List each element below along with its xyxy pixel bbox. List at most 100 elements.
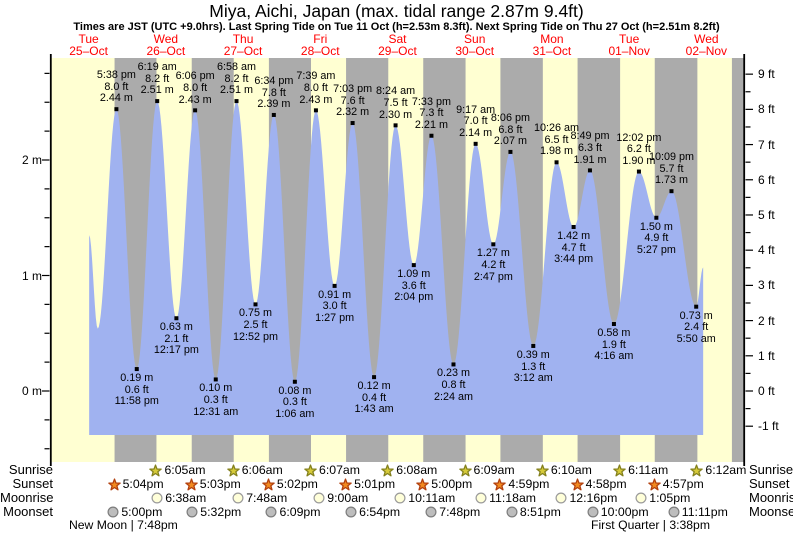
moonset-event: 11:11pm: [668, 505, 728, 519]
low-tide-annotation: 1.50 m 4.9 ft 5:27 pm: [637, 220, 676, 257]
annotation-line-1: 2.1 ft: [164, 332, 189, 345]
moonset-event: 5:32pm: [186, 505, 241, 519]
day-date: 01–Nov: [608, 43, 650, 58]
annotation-line-2: 1:06 am: [275, 407, 315, 420]
annotation-line-2: 12:52 pm: [232, 330, 278, 343]
annotation-line-2: 2.30 m: [379, 108, 413, 121]
tide-chart-svg: [42, 54, 753, 466]
moon-phase-caption: New Moon | 7:48pm: [68, 518, 178, 532]
low-tide-annotation: 1.27 m 4.2 ft 2:47 pm: [474, 248, 513, 283]
sunrise-event: 6:11am: [613, 463, 668, 477]
sunrise-star-icon: [304, 463, 317, 476]
low-tide-annotation: 0.91 m 3.0 ft 1:27 pm: [315, 289, 354, 325]
date-column-6: Mon 31–Oct: [513, 33, 590, 58]
low-tide-annotation: 1.09 m 3.6 ft 2:04 pm: [394, 268, 433, 304]
high-tide-annotation: 5:38 pm 8.0 ft 2.44 m: [97, 70, 136, 105]
low-tide-marker: [451, 362, 456, 367]
annotation-line-2: 5:50 am: [676, 332, 716, 345]
low-tide-marker: [694, 304, 699, 309]
sunset-star-icon: [184, 477, 198, 490]
moonrise-time: 10:11am: [408, 491, 456, 505]
y-axis-label-ft: 9 ft: [758, 67, 775, 82]
high-tide-marker: [193, 108, 198, 113]
annotation-line-0: 1.42 m: [557, 229, 591, 242]
moonset-time: 5:32pm: [200, 505, 242, 519]
moonset-circle-icon: [107, 506, 119, 518]
high-tide-marker: [669, 189, 674, 194]
high-tide-marker: [429, 133, 434, 138]
annotation-line-1: 4.2 ft: [481, 258, 506, 271]
annotation-line-2: 2.39 m: [257, 98, 291, 111]
annotation-line-1: 7.5 ft: [383, 96, 408, 109]
sunrise-event: 6:12am: [690, 463, 746, 477]
annotation-line-1: 1.9 ft: [601, 338, 626, 351]
y-axis-label-ft: -1 ft: [758, 419, 779, 434]
high-tide-marker: [393, 123, 398, 128]
sunset-time: 5:04pm: [122, 477, 164, 491]
y-axis-label-m: 1 m: [21, 268, 42, 283]
moonrise-time: 9:00am: [327, 491, 369, 505]
low-tide-annotation: 0.75 m 2.5 ft 12:52 pm: [233, 308, 278, 343]
moonset-circle-icon: [265, 506, 277, 518]
annotation-line-1: 5.7 ft: [659, 162, 684, 175]
sunrise-time: 6:07am: [319, 463, 361, 477]
annotation-line-2: 3:44 pm: [554, 253, 594, 266]
annotation-line-0: 5:38 pm: [96, 69, 136, 82]
moonset-circle-icon: [587, 506, 599, 518]
day-name: Fri: [313, 32, 328, 46]
annotation-line-1: 8.0 ft: [303, 81, 328, 94]
annotation-line-2: 1.73 m: [654, 174, 688, 187]
day-date: 02–Nov: [685, 43, 728, 58]
sunrise-event: 6:06am: [226, 463, 283, 477]
annotation-line-2: 2.51 m: [219, 84, 254, 97]
low-tide-marker: [611, 322, 616, 327]
sunset-time: 5:03pm: [199, 477, 241, 491]
high-tide-annotation: 12:02 pm 6.2 ft 1.90 m: [616, 132, 661, 168]
moonset-time: 5:00pm: [121, 505, 163, 519]
sunset-star-icon: [647, 477, 661, 490]
moonrise-circle-icon: [151, 492, 163, 504]
sunset-event: 5:03pm: [184, 477, 241, 491]
sunset-time: 5:00pm: [431, 477, 473, 491]
sunrise-star-icon: [149, 463, 163, 476]
annotation-line-2: 1.91 m: [573, 153, 607, 166]
annotation-line-2: 2.43 m: [178, 93, 212, 106]
high-tide-marker: [508, 149, 513, 154]
y-axis-label-m: 0 m: [21, 384, 42, 398]
astro-row-label-right-sunrise: Sunrise: [749, 462, 793, 477]
sunset-time: 5:01pm: [354, 477, 396, 491]
annotation-line-0: 7:39 am: [296, 70, 336, 83]
page-title: Miya, Aichi, Japan (max. tidal range 2.8…: [209, 1, 584, 21]
annotation-line-1: 8.0 ft: [183, 81, 208, 94]
low-tide-marker: [213, 377, 218, 382]
astro-row-label-right-moonset: Moonset: [749, 504, 793, 519]
high-tide-marker: [636, 169, 641, 174]
sunrise-time: 6:05am: [164, 463, 206, 477]
moonset-circle-icon: [186, 506, 198, 518]
annotation-line-0: 1.50 m: [639, 220, 673, 233]
annotation-line-1: 6.5 ft: [544, 133, 569, 146]
low-tide-marker: [134, 367, 139, 372]
y-axis-label-ft: 1 ft: [758, 348, 775, 363]
moonset-event: 6:54pm: [345, 505, 400, 519]
tide-area-curve: [89, 101, 704, 435]
low-tide-marker: [332, 283, 337, 288]
annotation-line-0: 7:33 pm: [411, 95, 451, 108]
annotation-line-2: 2.44 m: [99, 92, 133, 105]
annotation-line-0: 6:19 am: [137, 61, 177, 74]
moonrise-circle-icon: [232, 492, 244, 504]
y-axis-label-ft: 2 ft: [758, 313, 775, 328]
moonrise-event: 1:05pm: [635, 491, 690, 505]
sunset-time: 4:59pm: [508, 477, 550, 491]
moonrise-time: 6:38am: [165, 491, 207, 505]
moonrise-circle-icon: [635, 492, 647, 504]
high-tide-marker: [155, 99, 160, 104]
annotation-line-1: 8.2 ft: [145, 72, 170, 85]
moonset-event: 8:51pm: [506, 505, 561, 519]
y-axis-label-ft: 0 ft: [758, 384, 775, 398]
moonrise-time: 11:18am: [489, 491, 537, 505]
astro-row-label-left-moonrise: Moonrise: [0, 490, 54, 505]
moonset-circle-icon: [506, 506, 518, 518]
annotation-line-0: 10:09 pm: [648, 151, 694, 164]
annotation-line-2: 1:43 am: [354, 403, 394, 416]
